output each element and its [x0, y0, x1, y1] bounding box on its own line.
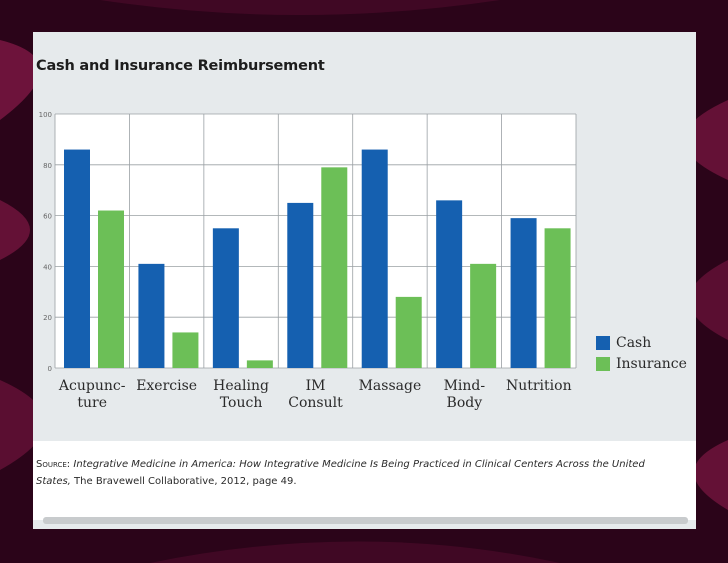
source-caption: Source: Integrative Medicine in America:… [36, 456, 676, 490]
x-tick-label: Nutrition [505, 378, 572, 394]
y-tick-label: 100 [39, 111, 52, 119]
bar-insurance [544, 228, 571, 368]
bar-cash [287, 202, 314, 368]
x-tick-label: Exercise [136, 378, 198, 394]
bar-cash [64, 149, 90, 368]
legend-swatch [596, 335, 610, 350]
legend-label: Cash [616, 334, 652, 351]
legend-label: Insurance [616, 355, 687, 372]
chart-legend: Cash Insurance [596, 332, 687, 374]
bar-insurance [321, 167, 348, 368]
bar-cash [510, 218, 537, 368]
plot-area [55, 114, 576, 368]
y-tick-label: 80 [43, 162, 52, 170]
bar-cash [361, 149, 388, 368]
source-prefix: Source: [36, 459, 71, 470]
bar-insurance [98, 210, 124, 368]
chart-slide: Cash and Insurance Reimbursement 0 20 40 60… [33, 32, 696, 529]
x-tick-label: Acupunc- ture [58, 378, 126, 411]
x-tick-label: Healing Touch [213, 378, 269, 411]
x-tick-label: IM Consult [288, 378, 343, 411]
x-tick-label: Mind- Body [443, 378, 486, 411]
y-tick-label: 0 [48, 365, 52, 373]
caption-area [33, 441, 696, 520]
legend-swatch [596, 356, 610, 371]
source-details: The Bravewell Collaborative, 2012, page … [74, 476, 297, 487]
bar-insurance [246, 360, 273, 368]
bar-cash [212, 228, 239, 368]
legend-item-cash: Cash [596, 332, 687, 353]
horizontal-scrollbar[interactable] [43, 517, 688, 524]
bar-chart: 0 20 40 60 80 100 [39, 111, 577, 373]
y-tick-label: 40 [43, 263, 52, 271]
legend-item-insurance: Insurance [596, 353, 687, 374]
y-tick-label: 20 [43, 314, 52, 322]
bar-insurance [395, 296, 422, 368]
y-tick-label: 60 [43, 213, 52, 221]
bar-insurance [470, 263, 497, 368]
chart-title: Cash and Insurance Reimbursement [36, 58, 325, 74]
bar-cash [436, 200, 463, 368]
bar-cash [138, 263, 165, 368]
source-title: Integrative Medicine in America: How Int… [36, 459, 645, 487]
bar-insurance [172, 332, 199, 368]
x-tick-label: Massage [358, 378, 422, 394]
